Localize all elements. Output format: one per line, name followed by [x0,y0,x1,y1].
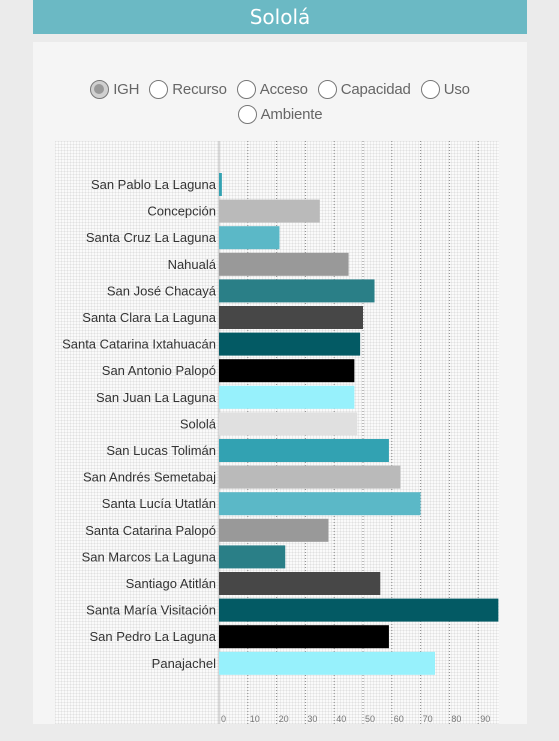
x-tick-label: 40 [336,714,346,724]
radio-label-recurso: Recurso [172,80,227,98]
bar [219,306,363,329]
radio-circle-icon [420,79,440,99]
x-tick-label: 10 [250,714,260,724]
radio-capacidad[interactable]: Capacidad [317,79,411,99]
bar [219,572,381,595]
category-label: Panajachel [152,656,216,671]
x-tick-label: 30 [307,714,317,724]
category-label: Nahualá [168,257,217,272]
category-label: Santa Catarina Ixtahuacán [62,337,216,352]
bar [219,492,421,516]
category-label: San Juan La Laguna [96,390,217,405]
radio-circle-icon [317,79,337,99]
bar [219,173,222,196]
category-label: Santa María Visitación [86,603,216,618]
bar [219,332,361,356]
x-tick-label: 70 [423,714,433,724]
bar [219,359,355,383]
category-label: San Lucas Tolimán [106,443,216,458]
radio-recurso[interactable]: Recurso [149,79,227,99]
radio-uso[interactable]: Uso [420,79,470,99]
radio-circle-icon [237,104,257,124]
x-tick-label: 0 [221,714,226,724]
category-label: Concepción [147,204,216,219]
radio-row-2: Ambiente [33,101,527,127]
bar [219,439,389,462]
bar [219,651,435,675]
bar [219,226,280,250]
radio-igh[interactable]: IGH [90,79,140,99]
category-label: San Andrés Semetabaj [83,470,216,485]
bar [219,199,320,223]
bar [219,279,375,303]
bar [219,412,358,436]
radio-acceso[interactable]: Acceso [236,79,308,99]
x-tick-label: 60 [394,714,404,724]
category-label: San José Chacayá [107,283,217,298]
radio-circle-icon [90,79,110,99]
category-label: San Pablo La Laguna [91,177,217,192]
radio-row-1: IGH Recurso Acceso Capacidad Uso [33,76,527,102]
radio-circle-icon [149,79,169,99]
bar [219,518,329,542]
radio-ambiente[interactable]: Ambiente [237,104,323,124]
category-label: Santa Clara La Laguna [82,310,216,325]
category-label: Sololá [180,416,217,431]
bar [219,252,349,276]
x-tick-label: 80 [451,714,461,724]
radio-label-uso: Uso [443,80,470,98]
x-tick-label: 90 [480,714,490,724]
category-label: Santa Lucía Utatlán [102,496,216,511]
radio-label-capacidad: Capacidad [340,80,411,98]
radio-circle-icon [236,79,256,99]
x-tick-label: 20 [279,714,289,724]
category-label: Santa Cruz La Laguna [86,230,217,245]
radio-label-igh: IGH [113,80,140,98]
category-label: San Pedro La Laguna [90,629,217,644]
page-title: Sololá [249,5,311,29]
radio-label-ambiente: Ambiente [260,105,323,123]
category-label: San Marcos La Laguna [82,549,217,564]
bar [219,465,401,489]
category-label: Santa Catarina Palopó [85,523,216,538]
bar [219,545,286,569]
category-label: San Antonio Palopó [102,363,216,378]
x-tick-label: 50 [365,714,375,724]
category-label: Santiago Atitlán [126,576,216,591]
radio-label-acceso: Acceso [259,80,308,98]
indicator-radio-group: IGH Recurso Acceso Capacidad Uso Ambient… [33,76,527,127]
bar [219,385,355,409]
bar [219,598,499,622]
bar [219,625,389,649]
page-header: Sololá [33,0,527,34]
